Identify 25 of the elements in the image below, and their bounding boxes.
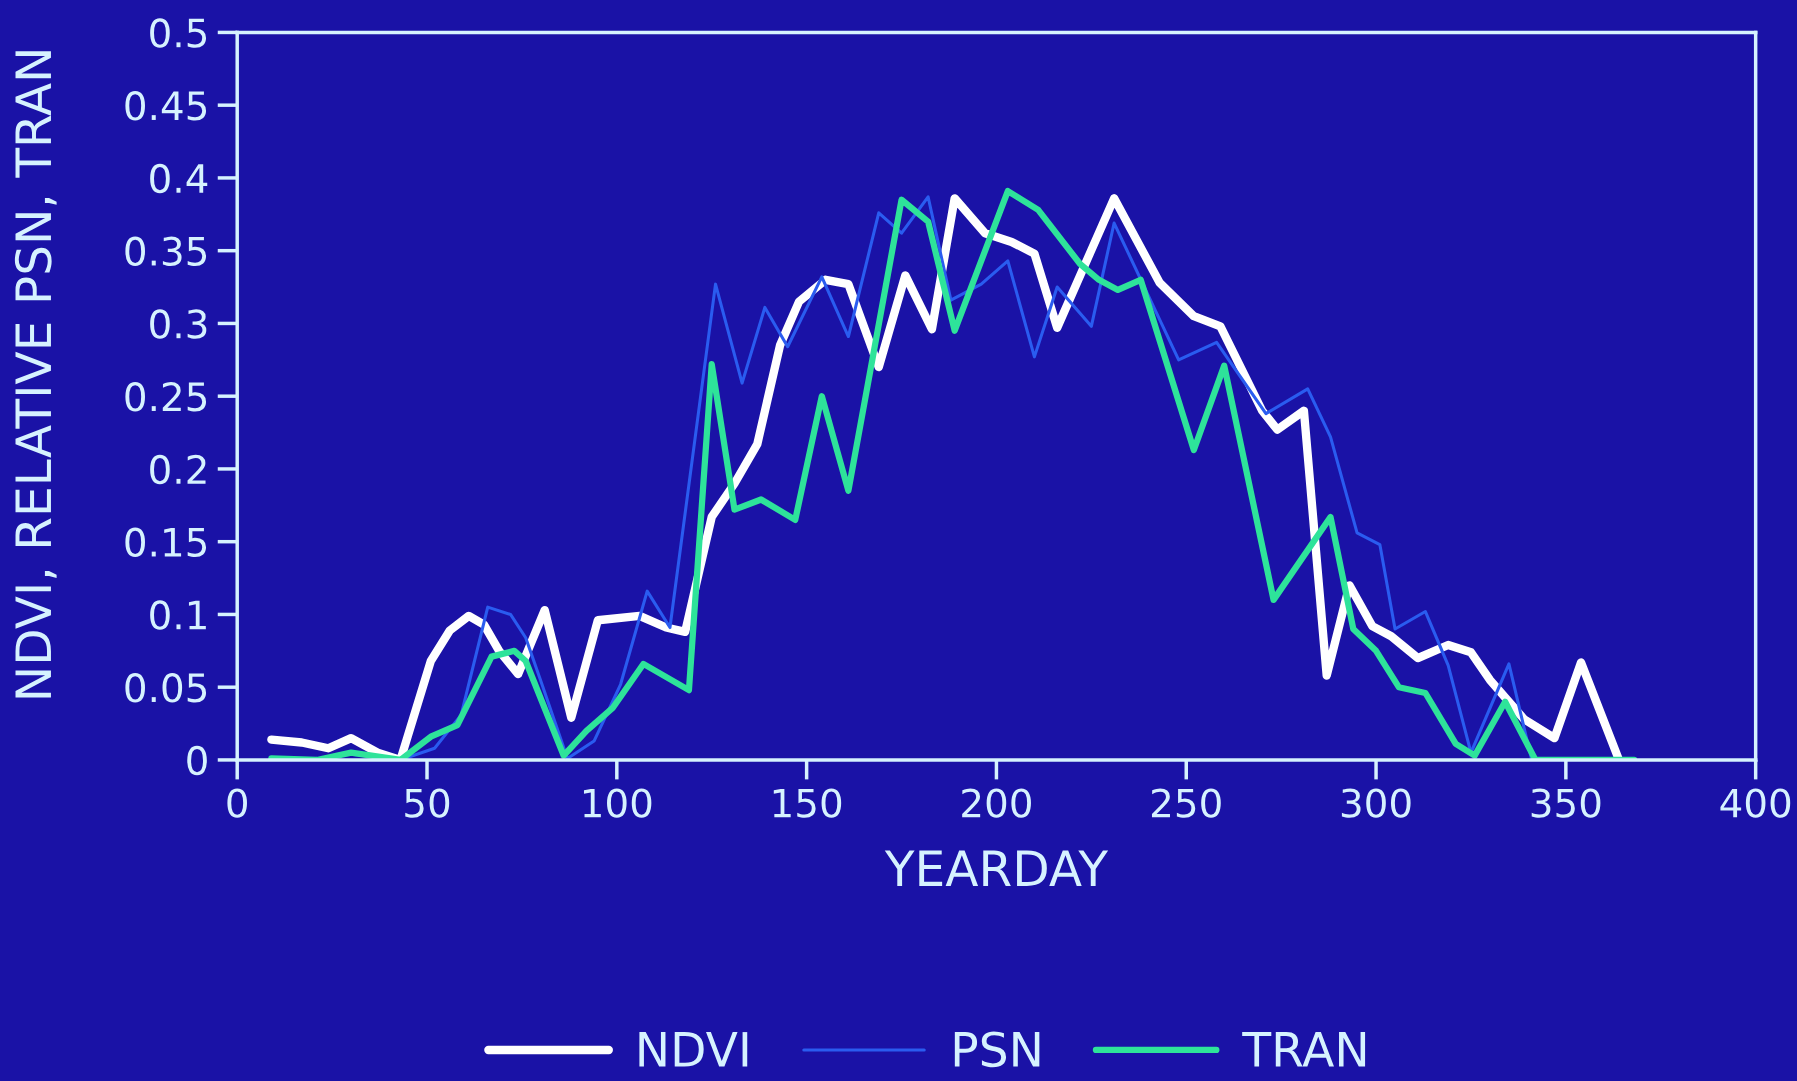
legend-label: PSN xyxy=(954,1031,1040,1068)
x-tick-label: 300 xyxy=(1341,788,1411,818)
y-tick-label: 0.5 xyxy=(150,18,207,48)
legend-label: NDVI xyxy=(639,1032,748,1067)
y-tick-label: 0.1 xyxy=(150,600,206,630)
x-tick-label: 250 xyxy=(1151,788,1221,818)
y-tick-label: 0.4 xyxy=(150,163,208,194)
x-tick-label: 0 xyxy=(227,788,247,818)
y-tick-label: 0 xyxy=(187,745,207,776)
x-axis-title: YEARDAY xyxy=(884,850,1109,886)
legend-label: TRAN xyxy=(1242,1032,1366,1067)
y-axis-title: NDVI, RELATIVE PSN, TRAN xyxy=(14,51,57,698)
x-tick-label: 50 xyxy=(405,788,450,818)
y-tick-label: 0.05 xyxy=(125,673,207,703)
x-tick-label: 200 xyxy=(962,788,1031,818)
y-tick-label: 0.15 xyxy=(125,527,207,558)
x-tick-label: 150 xyxy=(773,788,842,818)
y-tick-label: 0.3 xyxy=(150,309,207,339)
x-tick-label: 100 xyxy=(583,788,652,818)
y-tick-label: 0.35 xyxy=(125,236,207,267)
y-tick-label: 0.25 xyxy=(125,382,207,412)
y-tick-label: 0.2 xyxy=(150,454,206,485)
y-tick-label: 0.45 xyxy=(125,91,207,121)
x-tick-label: 400 xyxy=(1720,788,1791,818)
x-tick-label: 350 xyxy=(1531,788,1601,818)
